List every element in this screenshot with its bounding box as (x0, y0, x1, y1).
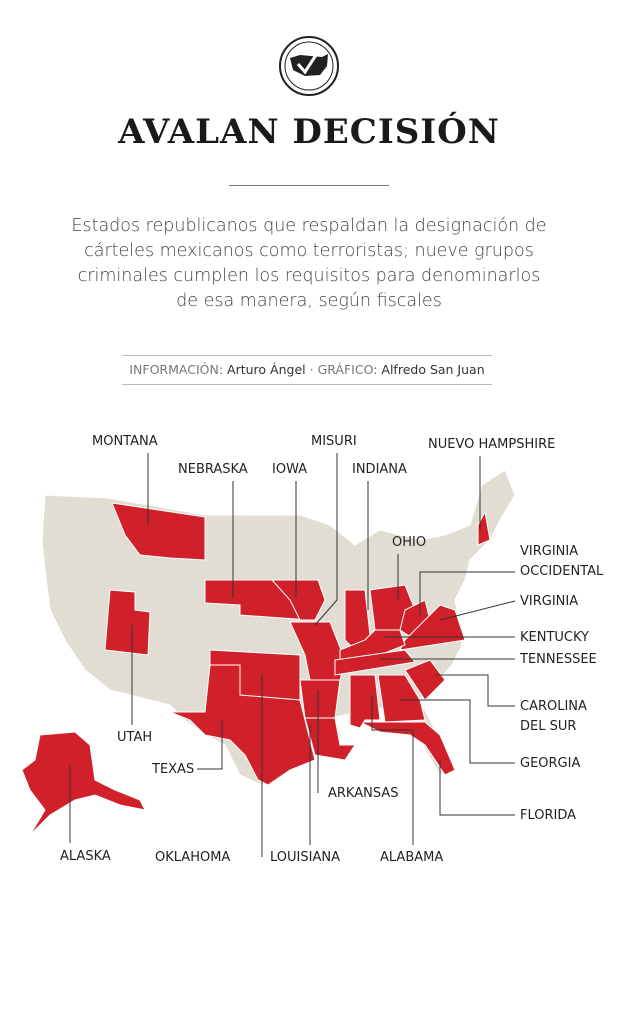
state-label: DEL SUR (520, 719, 576, 734)
credit-label: GRÁFICO: (317, 362, 378, 377)
state-label: VIRGINIA (520, 544, 578, 559)
state-shape (359, 721, 456, 776)
state-shape (404, 659, 446, 701)
state-label: FLORIDA (520, 808, 576, 823)
state-label: INDIANA (352, 462, 407, 477)
state-label: IOWA (272, 462, 307, 477)
credit-name: Alfredo San Juan (381, 362, 485, 377)
state-shape (104, 589, 151, 656)
state-label: TEXAS (151, 762, 194, 777)
state-label: MISURI (311, 434, 357, 449)
state-label: GEORGIA (520, 756, 580, 771)
subtitle-line: cárteles mexicanos como terroristas; nue… (84, 241, 534, 261)
leader-line (439, 760, 515, 816)
subtitle: Estados republicanos que respaldan la de… (0, 214, 618, 314)
highlighted-states (21, 502, 491, 836)
credit-label: INFORMACIÓN: (129, 362, 224, 377)
credit-name: Arturo Ángel (227, 362, 306, 377)
leader-line (314, 453, 338, 626)
state-label: UTAH (117, 730, 152, 745)
leader-line (371, 695, 414, 845)
leader-line (435, 674, 515, 707)
state-label: KENTUCKY (520, 630, 589, 645)
credits: INFORMACIÓN: Arturo Ángel · GRÁFICO: Alf… (122, 355, 492, 385)
state-label: ALABAMA (380, 850, 443, 865)
state-shape (377, 674, 426, 723)
state-label: VIRGINIA (520, 594, 578, 609)
state-label: OCCIDENTAL (520, 564, 604, 579)
subtitle-line: de esa manera, según fiscales (176, 291, 442, 311)
credit-separator: · (309, 362, 314, 377)
state-label: LOUISIANA (270, 850, 340, 865)
leader-lines (69, 453, 516, 857)
subtitle-line: criminales cumplen los requisitos para d… (77, 266, 541, 286)
state-label: NEBRASKA (178, 462, 248, 477)
state-label: ALASKA (60, 849, 111, 864)
leader-line (419, 571, 515, 615)
leader-line (439, 600, 516, 621)
divider (229, 185, 389, 186)
state-shape (349, 674, 381, 729)
state-label: MONTANA (92, 434, 158, 449)
state-label: ARKANSAS (328, 786, 398, 801)
state-shape (477, 510, 491, 546)
state-shape (399, 604, 466, 651)
leader-line (400, 699, 515, 764)
state-shape (299, 679, 341, 719)
state-label: CAROLINA (520, 699, 587, 714)
subtitle-line: Estados republicanos que respaldan la de… (71, 216, 547, 236)
state-shape (334, 649, 416, 676)
state-shape (21, 731, 146, 836)
state-label: OKLAHOMA (155, 850, 230, 865)
icon (279, 36, 339, 96)
leader-line (197, 720, 223, 770)
state-label: OHIO (392, 535, 426, 550)
state-shape (111, 502, 206, 561)
state-shape (270, 579, 326, 621)
state-label: NUEVO HAMPSHIRE (428, 437, 555, 452)
state-shape (169, 664, 316, 786)
state-label: TENNESSEE (519, 652, 597, 667)
title: AVALAN DECISIÓN (118, 112, 500, 152)
